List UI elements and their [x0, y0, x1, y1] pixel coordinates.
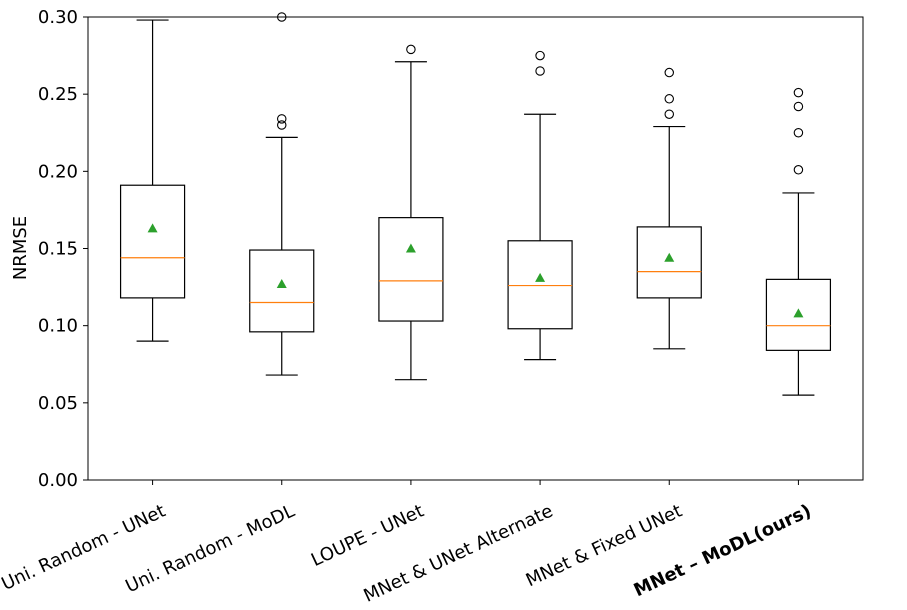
box-iqr: [765, 278, 832, 351]
box-2: [249, 12, 315, 376]
outlier-point: [535, 50, 545, 61]
outlier-point: [276, 114, 287, 124]
mean-marker: [535, 272, 546, 282]
box-iqr: [249, 249, 315, 333]
box-5: [636, 67, 702, 350]
mean-marker: [664, 252, 675, 262]
outlier-point: [276, 12, 287, 22]
y-tick-label: 0.10: [38, 316, 78, 337]
y-tick-label: 0.05: [38, 393, 78, 414]
mean-marker: [276, 278, 287, 288]
outlier-point: [406, 44, 416, 55]
outlier-point: [276, 120, 287, 130]
y-axis-title: NRMSE: [10, 216, 31, 280]
box-iqr: [507, 240, 573, 330]
outlier-point: [793, 101, 804, 112]
mean-marker: [793, 308, 804, 318]
outlier-point: [664, 94, 674, 104]
box-iqr: [119, 184, 186, 299]
box-iqr: [636, 226, 702, 299]
outlier-point: [535, 66, 545, 76]
outlier-point: [793, 87, 804, 98]
mean-marker: [147, 223, 158, 233]
box-1: [119, 19, 186, 342]
outlier-point: [664, 109, 674, 119]
box-4: [507, 50, 573, 361]
box-3: [378, 44, 444, 381]
mean-marker: [405, 243, 416, 253]
y-tick-label: 0.20: [38, 161, 78, 182]
y-tick-label: 0.00: [38, 470, 78, 491]
x-category-label: LOUPE - UNet: [308, 501, 427, 571]
plot-area: [87, 12, 864, 481]
y-tick-label: 0.30: [38, 7, 78, 28]
box-6: [765, 87, 832, 396]
y-tick-label: 0.25: [38, 84, 78, 105]
plot-frame: [87, 16, 864, 481]
y-tick-label: 0.15: [38, 239, 78, 260]
y-axis: 0.00 0.05 0.10 0.15 0.20 0.25 0.30: [38, 7, 88, 491]
outlier-point: [664, 67, 674, 78]
outlier-point: [793, 165, 804, 175]
box-iqr: [378, 217, 444, 322]
outlier-point: [793, 128, 804, 138]
